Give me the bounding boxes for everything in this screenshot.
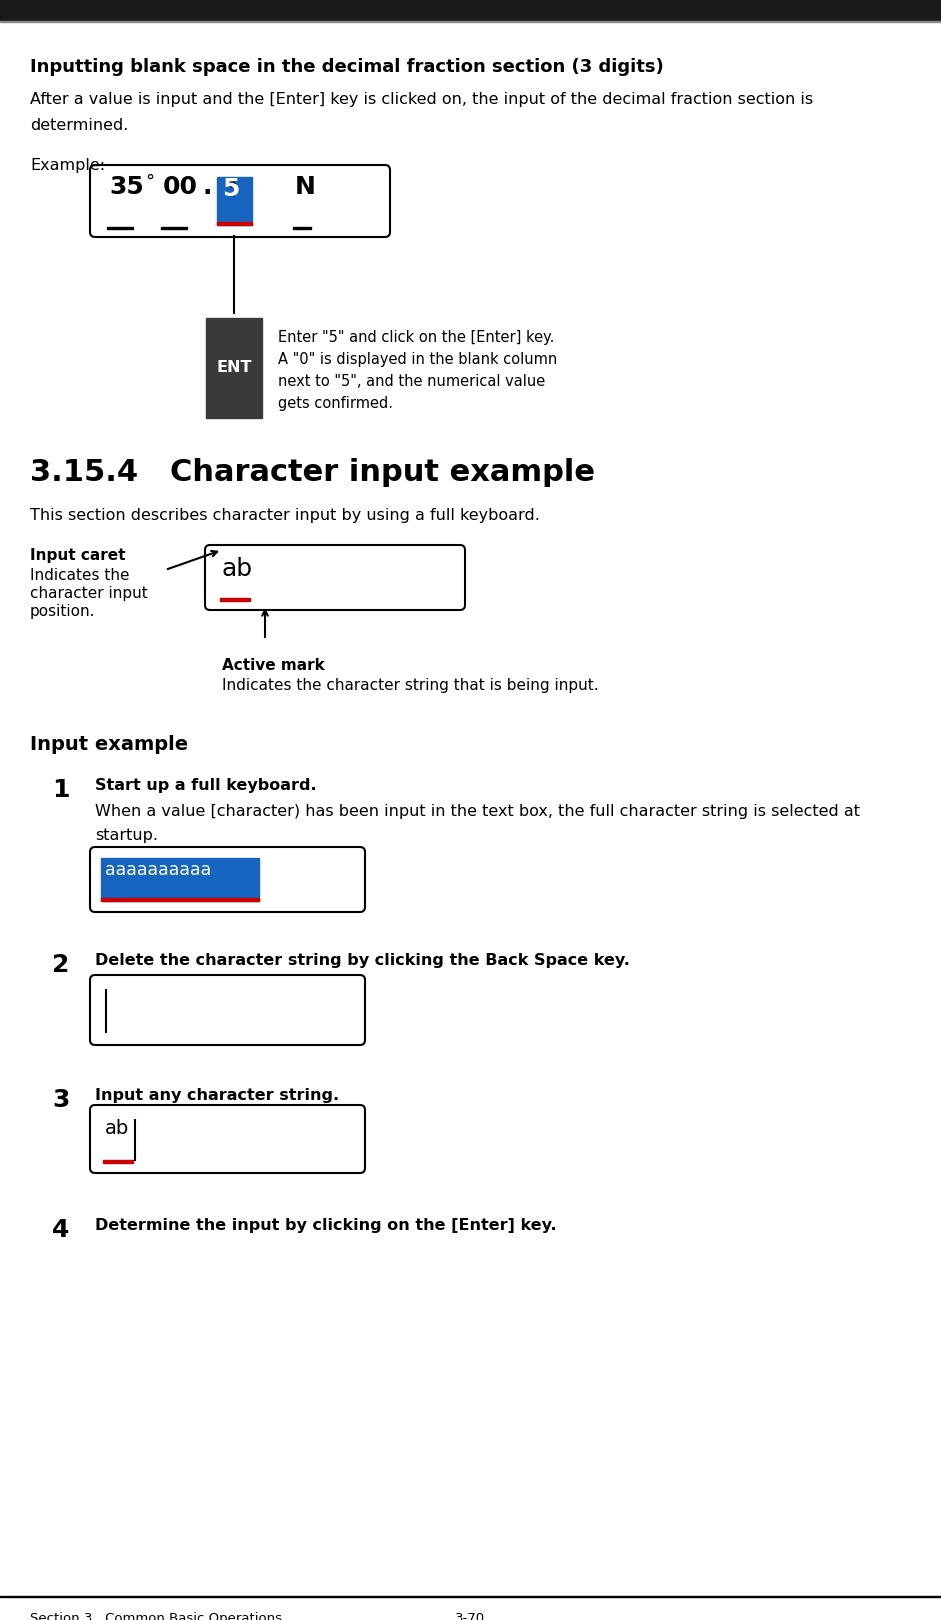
FancyBboxPatch shape: [90, 1105, 365, 1173]
Text: next to "5", and the numerical value: next to "5", and the numerical value: [278, 374, 545, 389]
Bar: [103, 1160, 133, 1163]
Text: N: N: [295, 175, 316, 199]
FancyBboxPatch shape: [205, 544, 465, 611]
Text: Inputting blank space in the decimal fraction section (3 digits): Inputting blank space in the decimal fra…: [30, 58, 663, 76]
Bar: [220, 598, 250, 601]
Text: .: .: [203, 175, 213, 199]
Text: Section 3   Common Basic Operations: Section 3 Common Basic Operations: [30, 1612, 282, 1620]
Text: 35: 35: [109, 175, 144, 199]
Text: A "0" is displayed in the blank column: A "0" is displayed in the blank column: [278, 352, 557, 368]
Text: ab: ab: [105, 1119, 129, 1137]
Text: °: °: [145, 173, 154, 191]
Bar: [217, 177, 252, 225]
Text: determined.: determined.: [30, 118, 128, 133]
Text: Input any character string.: Input any character string.: [95, 1089, 339, 1103]
Text: gets confirmed.: gets confirmed.: [278, 395, 393, 411]
Bar: [101, 897, 259, 901]
Bar: [217, 222, 252, 225]
FancyBboxPatch shape: [90, 847, 365, 912]
Bar: [161, 227, 187, 228]
Text: Indicates the: Indicates the: [30, 569, 130, 583]
Text: After a value is input and the [Enter] key is clicked on, the input of the decim: After a value is input and the [Enter] k…: [30, 92, 813, 107]
Text: 3-70: 3-70: [455, 1612, 485, 1620]
Bar: [101, 859, 259, 901]
Text: Input caret: Input caret: [30, 548, 125, 564]
Bar: [293, 227, 311, 228]
Text: Start up a full keyboard.: Start up a full keyboard.: [95, 778, 316, 794]
Text: This section describes character input by using a full keyboard.: This section describes character input b…: [30, 509, 540, 523]
Text: When a value [character) has been input in the text box, the full character stri: When a value [character) has been input …: [95, 804, 860, 820]
Text: character input: character input: [30, 586, 148, 601]
Text: 3.15.4   Character input example: 3.15.4 Character input example: [30, 458, 595, 488]
Text: startup.: startup.: [95, 828, 158, 842]
Text: Active mark: Active mark: [222, 658, 325, 672]
FancyBboxPatch shape: [90, 165, 390, 237]
Text: ab: ab: [222, 557, 253, 582]
Text: ENT: ENT: [216, 361, 252, 376]
FancyBboxPatch shape: [90, 975, 365, 1045]
Text: aaaaaaaaaa: aaaaaaaaaa: [105, 860, 211, 880]
Text: Example:: Example:: [30, 159, 105, 173]
Bar: [107, 227, 133, 228]
Text: Input example: Input example: [30, 735, 188, 753]
Text: Enter "5" and click on the [Enter] key.: Enter "5" and click on the [Enter] key.: [278, 330, 554, 345]
Text: Delete the character string by clicking the Back Space key.: Delete the character string by clicking …: [95, 953, 630, 969]
Text: 1: 1: [52, 778, 70, 802]
Text: position.: position.: [30, 604, 95, 619]
Text: Indicates the character string that is being input.: Indicates the character string that is b…: [222, 679, 598, 693]
Text: Determine the input by clicking on the [Enter] key.: Determine the input by clicking on the […: [95, 1218, 557, 1233]
Text: 2: 2: [52, 953, 70, 977]
Bar: [0, 0, 941, 19]
Text: 4: 4: [52, 1218, 70, 1243]
Text: 5: 5: [222, 177, 239, 201]
Text: 3: 3: [52, 1089, 70, 1111]
Text: 00: 00: [163, 175, 198, 199]
Bar: [206, 318, 262, 418]
